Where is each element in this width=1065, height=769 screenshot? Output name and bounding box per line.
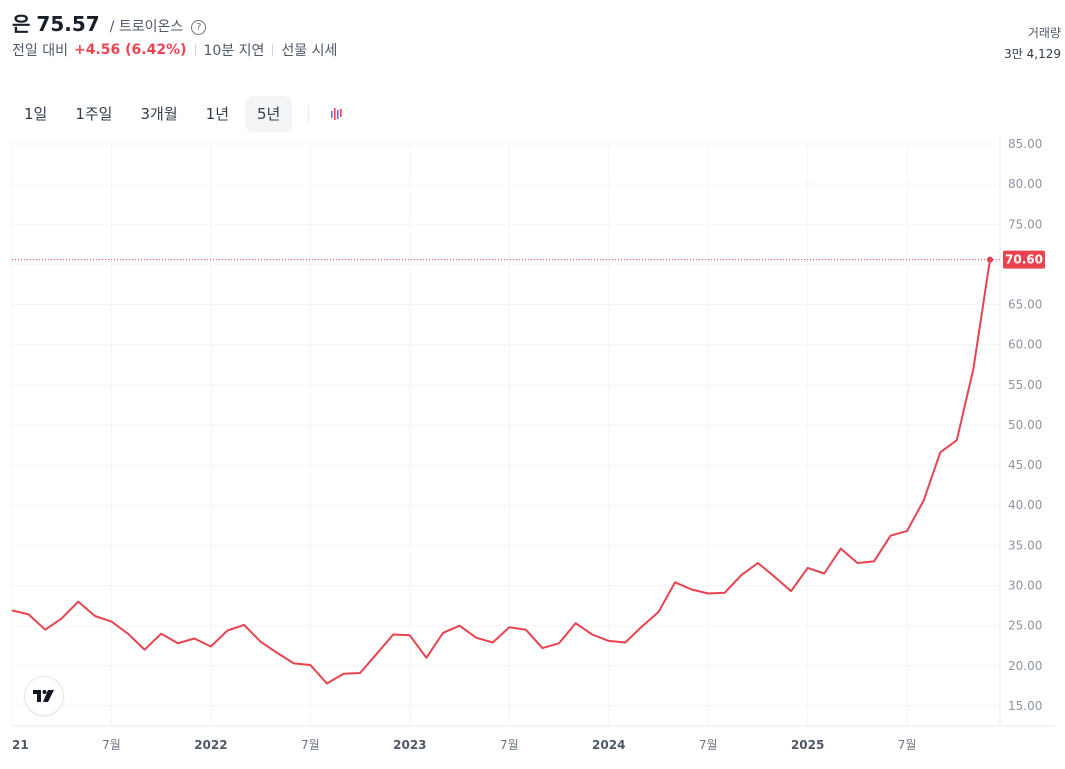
unit-label: / 트로이온스 [109, 19, 184, 35]
tab-1d[interactable]: 1일 [24, 105, 48, 123]
x-tick-label: 7월 [301, 738, 320, 752]
quote-header: 은 75.57 / 트로이온스 ? 전일 대비 +4.56 (6.42%) 10… [12, 8, 337, 60]
line-layer [11, 256, 1000, 685]
volume-box: 거래량 3만 4,129 [1004, 24, 1061, 62]
tab-5y[interactable]: 5년 [245, 96, 293, 132]
y-tick-label: 45.00 [1008, 458, 1042, 472]
chart-svg[interactable]: 15.00 20.00 25.00 30.00 35.00 40.00 45.00 50.00… [0, 136, 1065, 765]
y-tick-label: 65.00 [1008, 298, 1042, 312]
y-tick-label: 40.00 [1008, 498, 1042, 512]
x-tick-label: 7월 [898, 738, 917, 752]
current-price-badge [1003, 250, 1045, 269]
period-tabs: 1일 1주일 3개월 1년 5년 [12, 96, 349, 132]
y-tick-label: 55.00 [1008, 378, 1042, 392]
y-tick-label: 75.00 [1008, 217, 1042, 231]
price-series-line [11, 259, 991, 685]
delay-label: 10분 지연 [203, 43, 265, 59]
change-label: 전일 대비 [12, 43, 68, 59]
asset-name: 은 [12, 12, 31, 36]
x-tick-label: 7월 [102, 738, 121, 752]
label-layer: 70.60 [1003, 250, 1045, 269]
title-row: 은 75.57 / 트로이온스 ? [12, 8, 337, 36]
x-tick-label: 7월 [500, 738, 519, 752]
candlestick-toggle-icon[interactable] [325, 102, 349, 126]
y-tick-label: 15.00 [1008, 699, 1042, 713]
x-tick-label: 2022 [194, 738, 227, 752]
y-tick-label: 50.00 [1008, 418, 1042, 432]
help-icon[interactable]: ? [191, 20, 207, 35]
y-tick-label: 25.00 [1008, 619, 1042, 633]
current-price: 75.57 [36, 12, 100, 36]
tab-1y[interactable]: 1년 [205, 105, 229, 123]
y-tick-label: 30.00 [1008, 579, 1042, 593]
divider [308, 105, 310, 123]
tab-1w[interactable]: 1주일 [75, 105, 113, 123]
tab-3m[interactable]: 3개월 [140, 105, 178, 123]
x-tick-label: 21 [12, 738, 29, 752]
axis-layer: 15.00 20.00 25.00 30.00 35.00 40.00 45.00 50.00… [12, 136, 1055, 752]
current-price-label: 70.60 [1005, 253, 1043, 267]
x-tick-label: 2025 [791, 738, 824, 752]
y-tick-label: 35.00 [1008, 538, 1042, 552]
divider [272, 44, 274, 56]
tradingview-logo[interactable] [24, 676, 64, 716]
grid-layer [11, 143, 1000, 726]
y-tick-label: 20.00 [1008, 659, 1042, 673]
volume-value: 3만 4,129 [1004, 47, 1061, 61]
quote-type-label: 선물 시세 [281, 43, 338, 59]
y-tick-label: 85.00 [1008, 137, 1042, 151]
change-value: +4.56 (6.42%) [73, 42, 187, 58]
price-chart[interactable]: 15.00 20.00 25.00 30.00 35.00 40.00 45.00 50.00… [0, 136, 1065, 765]
volume-label: 거래량 [1027, 26, 1061, 40]
y-tick-label: 60.00 [1008, 338, 1042, 352]
x-tick-label: 2024 [592, 738, 625, 752]
last-price-point [987, 256, 993, 263]
divider [194, 44, 196, 56]
x-tick-label: 7월 [699, 738, 718, 752]
price-change-row: 전일 대비 +4.56 (6.42%) 10분 지연 선물 시세 [12, 40, 337, 60]
x-tick-label: 2023 [393, 738, 426, 752]
y-tick-label: 80.00 [1008, 177, 1042, 191]
